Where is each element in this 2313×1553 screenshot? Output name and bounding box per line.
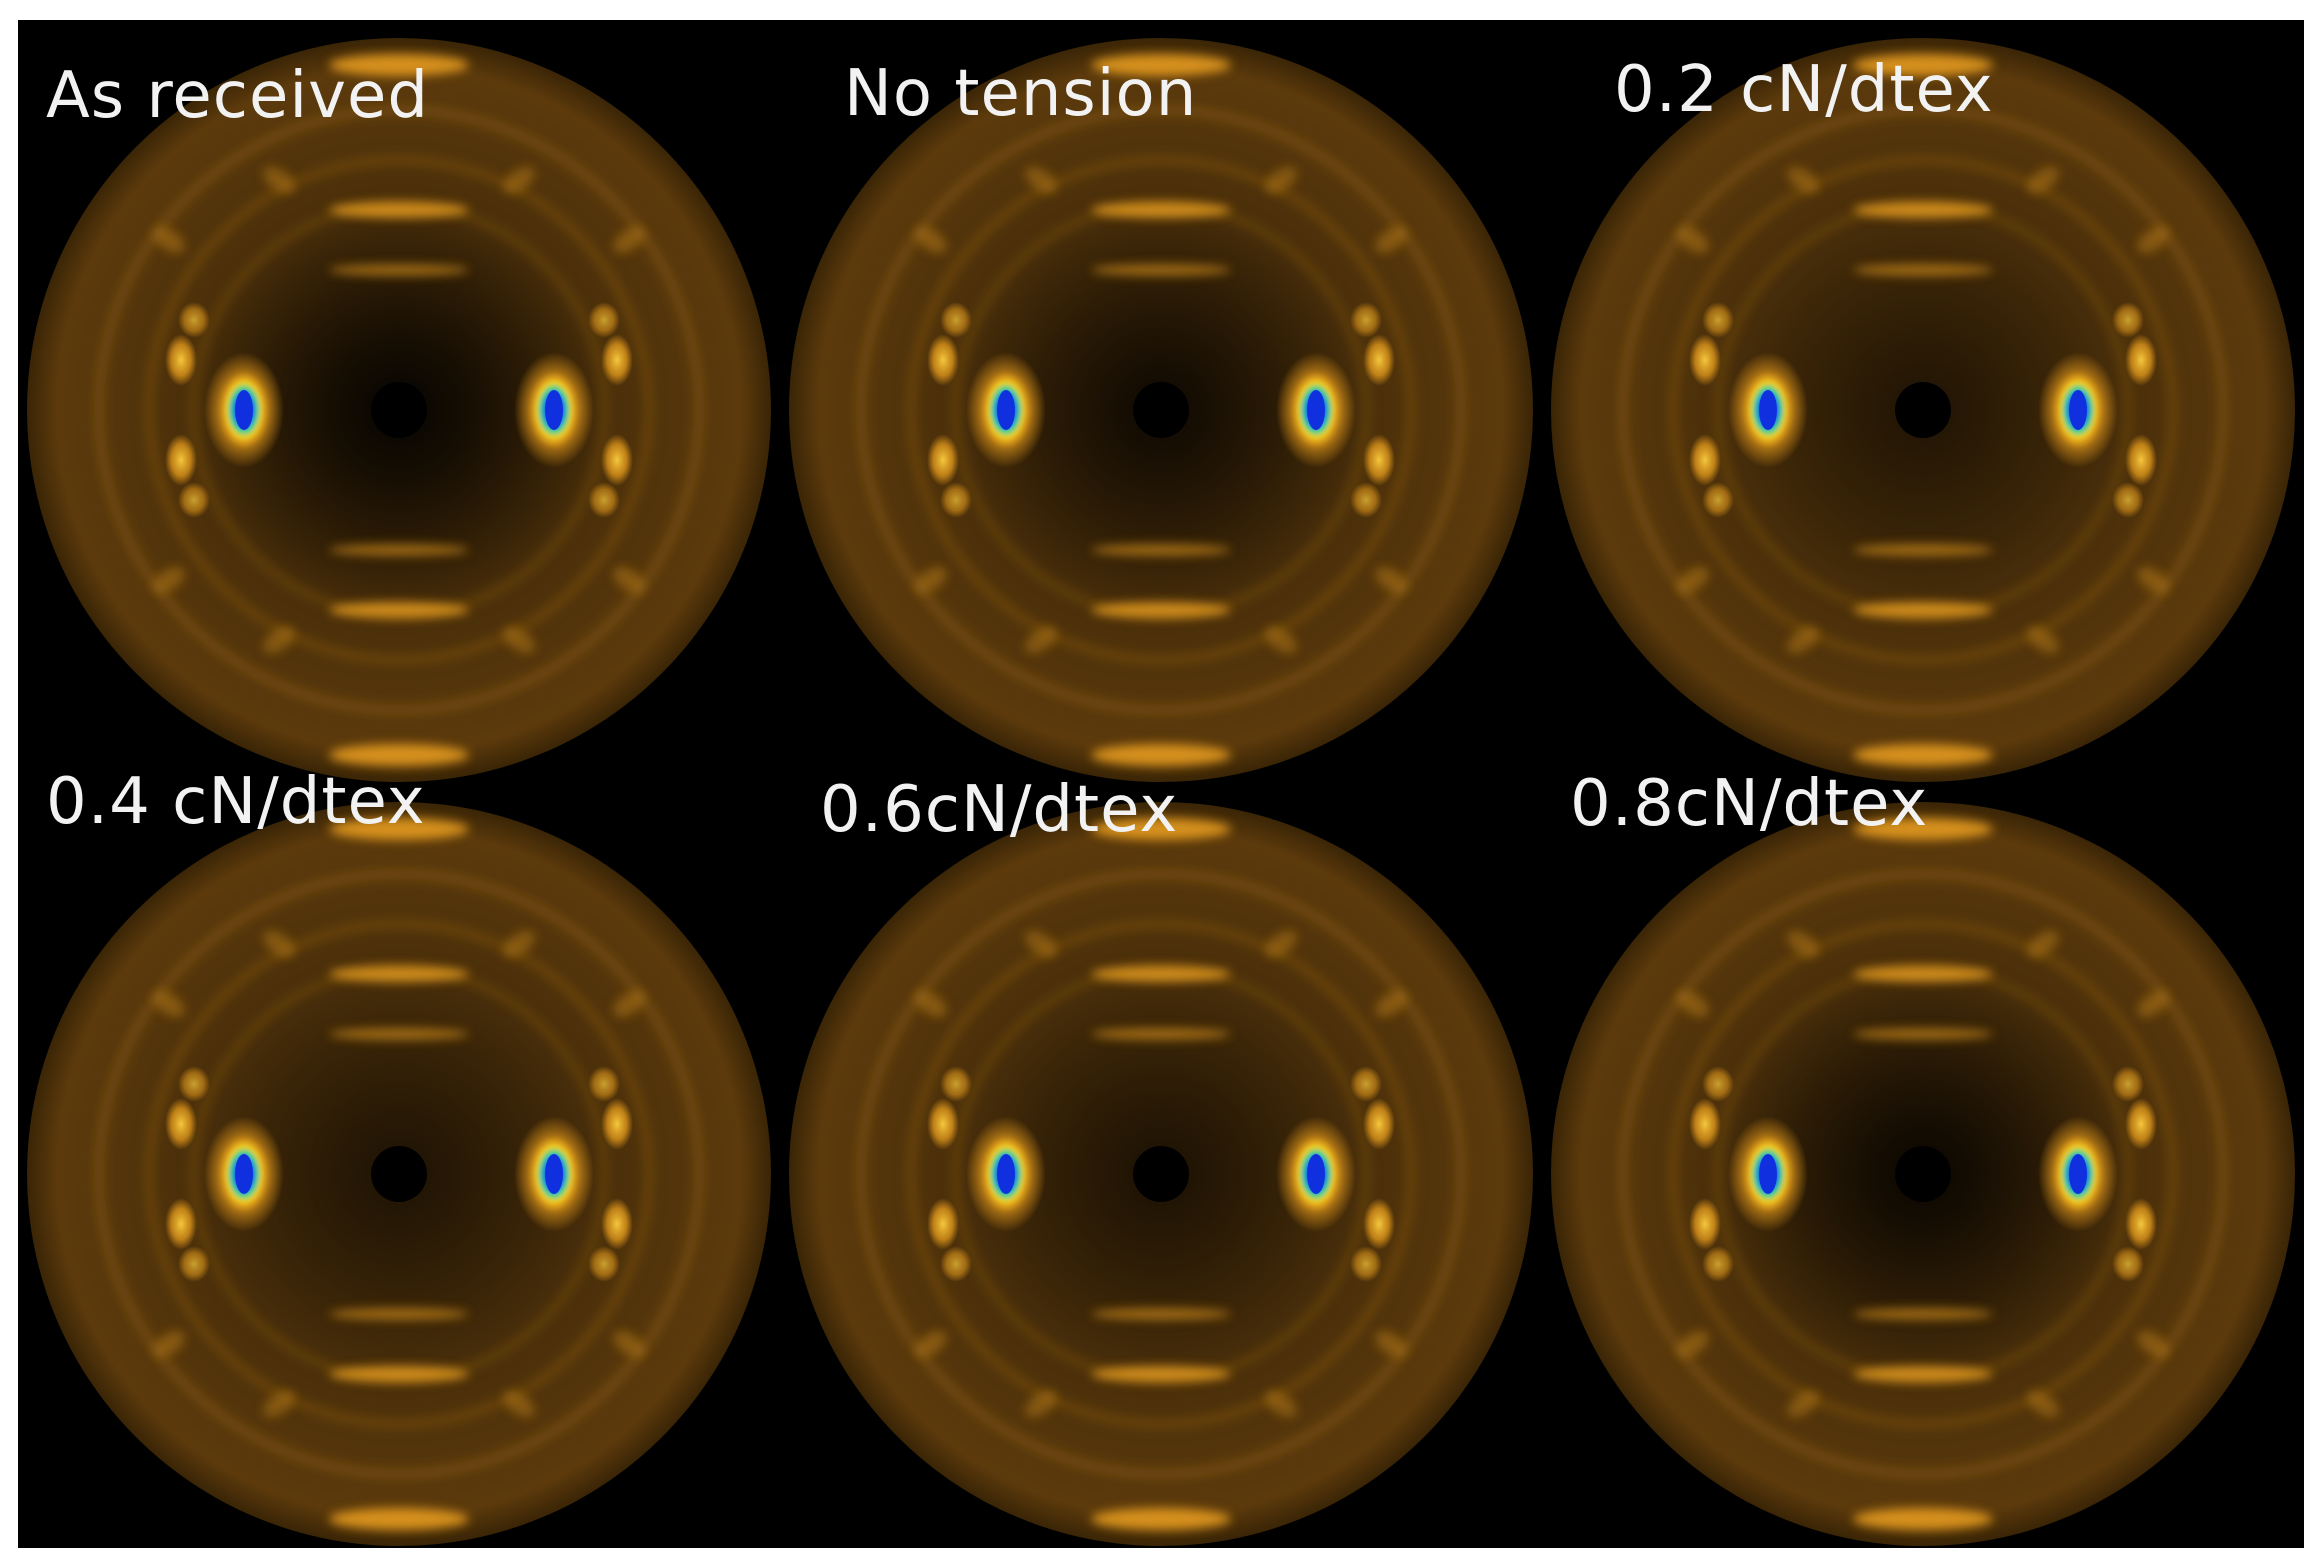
panel-label: 0.6cN/dtex <box>820 773 1179 847</box>
diffraction-panel-no-tension: No tension <box>780 20 1542 784</box>
panel-label: 0.2 cN/dtex <box>1614 53 1994 127</box>
diffraction-pattern <box>27 38 771 782</box>
diffraction-pattern <box>789 802 1533 1546</box>
diffraction-panel-0.2-cn-dtex: 0.2 cN/dtex <box>1542 20 2304 784</box>
panel-label: No tension <box>844 57 1198 131</box>
diffraction-pattern <box>1551 38 2295 782</box>
diffraction-panel-0.4-cn-dtex: 0.4 cN/dtex <box>18 770 780 1548</box>
diffraction-panel-0.8-cn-dtex: 0.8cN/dtex <box>1542 772 2304 1548</box>
diffraction-pattern <box>789 38 1533 782</box>
diffraction-panel-0.6-cn-dtex: 0.6cN/dtex <box>780 778 1542 1548</box>
diffraction-pattern <box>1551 802 2295 1546</box>
diffraction-pattern <box>27 802 771 1546</box>
panel-label: 0.4 cN/dtex <box>46 765 426 839</box>
panel-label: As received <box>46 59 429 133</box>
diffraction-panel-as-received: As received <box>18 20 780 784</box>
panel-label: 0.8cN/dtex <box>1570 767 1929 841</box>
waxd-pattern-figure: As received No tension 0.2 cN/dtex 0.4 c… <box>18 20 2304 1548</box>
